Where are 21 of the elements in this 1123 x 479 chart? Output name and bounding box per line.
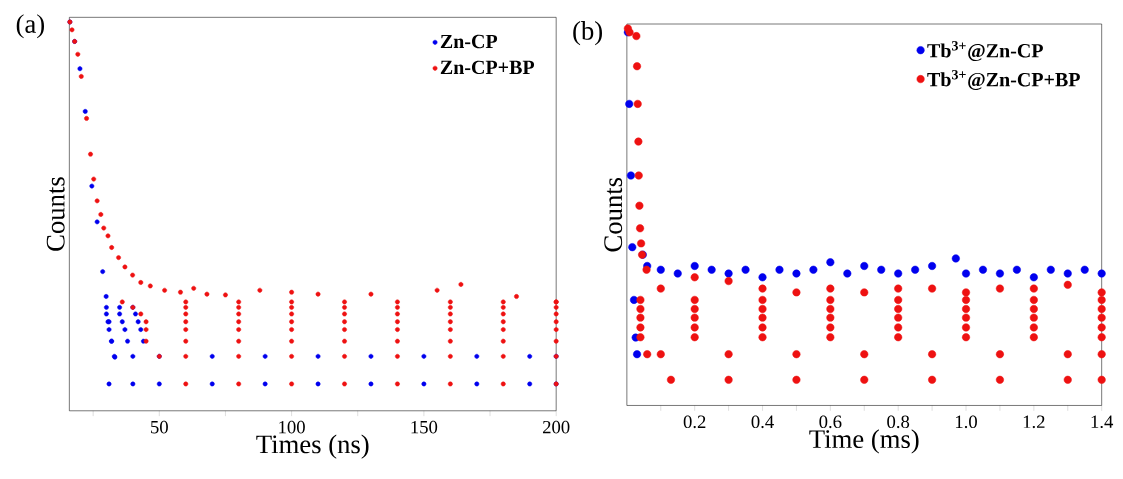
legend-label: Tb$^{3+}$@Zn-CP+BP <box>927 70 1080 91</box>
legend-label: Tb$^{3+}$@Zn-CP <box>927 41 1043 62</box>
x-tick-label: 1.0 <box>955 415 977 429</box>
x-tick-label: 0.4 <box>751 415 774 429</box>
x-tick-label: 50 <box>151 420 168 434</box>
x-tick-label: 1.2 <box>1023 415 1045 429</box>
x-tick-label: 1.4 <box>1091 415 1114 429</box>
legend-label: Zn-CP <box>440 34 498 49</box>
text: (b) <box>573 21 602 46</box>
y-axis-title: Counts <box>604 177 623 252</box>
x-axis-title: Times (ns) <box>256 434 369 459</box>
x-tick-label: 200 <box>542 420 570 434</box>
y-axis-title: Counts <box>46 177 65 251</box>
legend-label: Zn-CP+BP <box>440 60 535 75</box>
x-axis-title: Time (ms) <box>809 429 919 454</box>
x-tick-label: 0.6 <box>819 415 842 429</box>
text: (a) <box>16 14 45 39</box>
x-tick-label: 150 <box>411 420 438 434</box>
x-tick-label: 100 <box>279 420 305 434</box>
x-tick-label: 0.8 <box>887 415 910 429</box>
x-tick-label: 0.2 <box>683 415 706 429</box>
